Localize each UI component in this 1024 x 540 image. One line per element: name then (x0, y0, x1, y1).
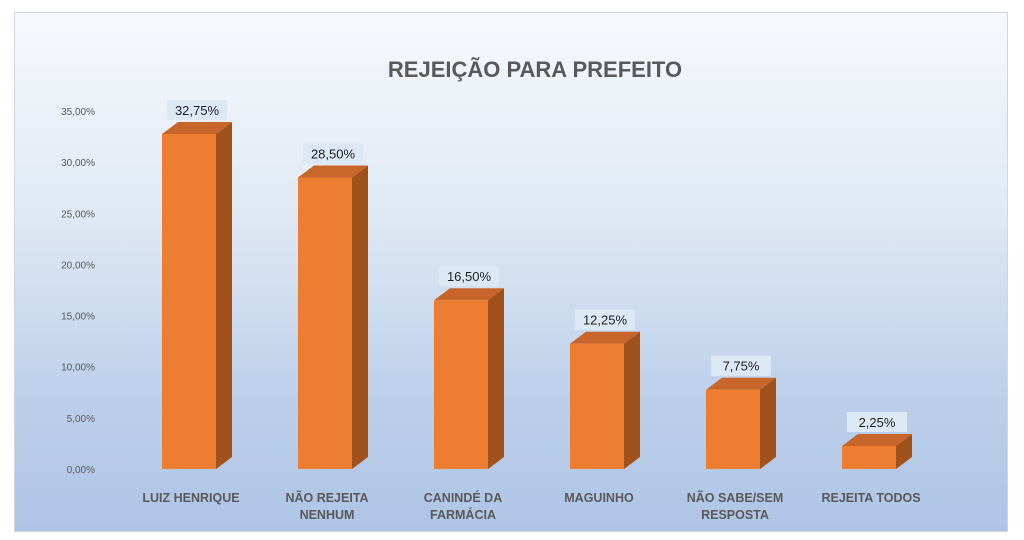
data-label: 32,75% (175, 103, 220, 118)
x-tick-label: MAGUINHO (564, 491, 634, 505)
y-tick-label: 30,00% (61, 158, 95, 169)
bar-front (298, 177, 352, 469)
bar-top (842, 433, 912, 446)
bar-front (162, 134, 216, 469)
bar: 12,25% (570, 309, 640, 469)
x-tick-label: LUIZ HENRIQUE (142, 491, 239, 505)
x-tick-label: FARMÁCIA (430, 507, 496, 522)
bar: 16,50% (434, 266, 504, 469)
chart-area: REJEIÇÃO PARA PREFEITO 0,00% 5,00% 10,00% 1… (14, 12, 1008, 532)
x-tick-label: NÃO REJEITA (285, 490, 368, 505)
bar-top (706, 377, 776, 390)
x-axis: LUIZ HENRIQUE NÃO REJEITA NENHUM CANINDÉ DA… (142, 490, 920, 522)
x-tick-label: CANINDÉ DA (424, 490, 502, 505)
y-tick-label: 0,00% (67, 465, 95, 476)
x-tick-label: NENHUM (300, 508, 355, 522)
x-tick-label: RESPOSTA (701, 508, 769, 522)
bar-side (624, 331, 640, 469)
data-label: 2,25% (859, 415, 896, 430)
x-tick-label: NÃO SABE/SEM (687, 490, 784, 505)
y-tick-label: 35,00% (61, 107, 95, 118)
bar-chart: REJEIÇÃO PARA PREFEITO 0,00% 5,00% 10,00% 1… (61, 57, 920, 522)
y-axis: 0,00% 5,00% 10,00% 15,00% 20,00% 25,00% 30,00%… (61, 107, 95, 476)
data-label-box (439, 266, 499, 287)
chart-title: REJEIÇÃO PARA PREFEITO (388, 57, 682, 82)
y-tick-label: 25,00% (61, 209, 95, 220)
bar: 32,75% (162, 100, 232, 469)
bar-front (570, 343, 624, 469)
data-label: 28,50% (311, 146, 356, 161)
bar-top (570, 331, 640, 344)
y-tick-label: 5,00% (67, 414, 95, 425)
data-label-box (847, 411, 907, 432)
bar-side (352, 165, 368, 469)
bar: 2,25% (842, 411, 912, 469)
y-tick-label: 15,00% (61, 312, 95, 323)
y-tick-label: 10,00% (61, 363, 95, 374)
data-label: 7,75% (723, 359, 760, 374)
bar-top (162, 122, 232, 135)
bars-group: 32,75% 28,50% 16,50% 12,25% 7,75% 2,25% (162, 100, 912, 469)
bar-side (896, 433, 912, 469)
data-label-box (711, 355, 771, 376)
bar-front (842, 445, 896, 469)
data-label-box (167, 100, 227, 121)
y-tick-label: 20,00% (61, 260, 95, 271)
data-label: 12,25% (583, 313, 628, 328)
bar: 28,50% (298, 143, 368, 469)
bar: 7,75% (706, 355, 776, 469)
bar-side (216, 122, 232, 469)
data-label-box (303, 143, 363, 164)
bar-front (706, 389, 760, 469)
bar-side (760, 377, 776, 469)
bar-side (488, 288, 504, 469)
bar-top (434, 288, 504, 301)
bar-front (434, 300, 488, 469)
x-tick-label: REJEITA TODOS (821, 491, 920, 505)
data-label: 16,50% (447, 269, 492, 284)
bar-top (298, 165, 368, 178)
data-label-box (575, 309, 635, 330)
